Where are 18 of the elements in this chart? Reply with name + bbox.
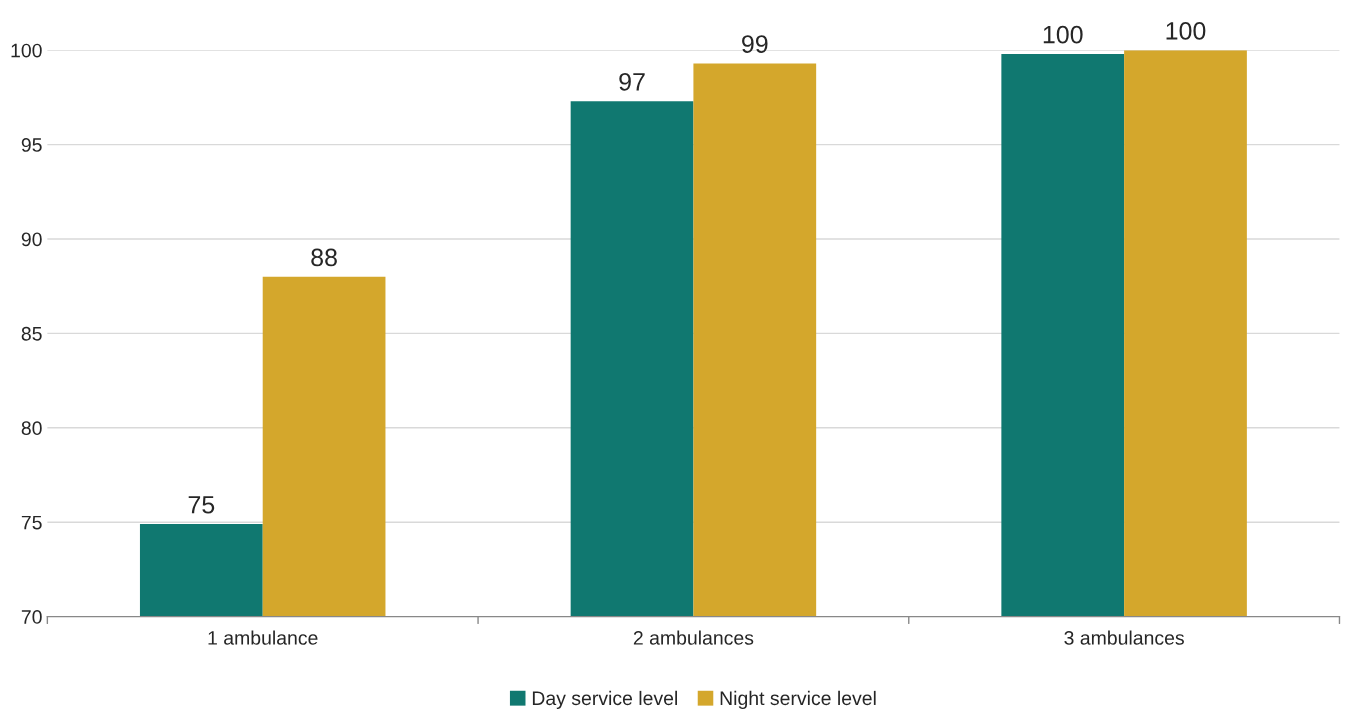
x-tick-label: 2 ambulances xyxy=(633,630,754,645)
y-tick-label: 100 xyxy=(11,43,42,58)
legend-label: Day service level xyxy=(532,690,677,709)
legend-label: Night service level xyxy=(720,690,876,709)
data-label: 88 xyxy=(311,248,337,267)
y-tick-label: 95 xyxy=(21,138,42,152)
x-tick-label: 1 ambulance xyxy=(208,630,318,645)
y-tick-label: 70 xyxy=(21,610,42,624)
data-label: 75 xyxy=(188,496,215,514)
x-tick-label: 3 ambulances xyxy=(1064,630,1184,645)
y-tick-label: 80 xyxy=(21,421,42,436)
data-label: 97 xyxy=(619,72,645,91)
data-label: 99 xyxy=(742,35,768,53)
y-tick-label: 85 xyxy=(21,326,42,341)
y-tick-label: 75 xyxy=(21,515,42,530)
data-label: 100 xyxy=(1043,25,1083,44)
data-label: 100 xyxy=(1166,21,1206,40)
y-tick-label: 90 xyxy=(21,232,42,247)
